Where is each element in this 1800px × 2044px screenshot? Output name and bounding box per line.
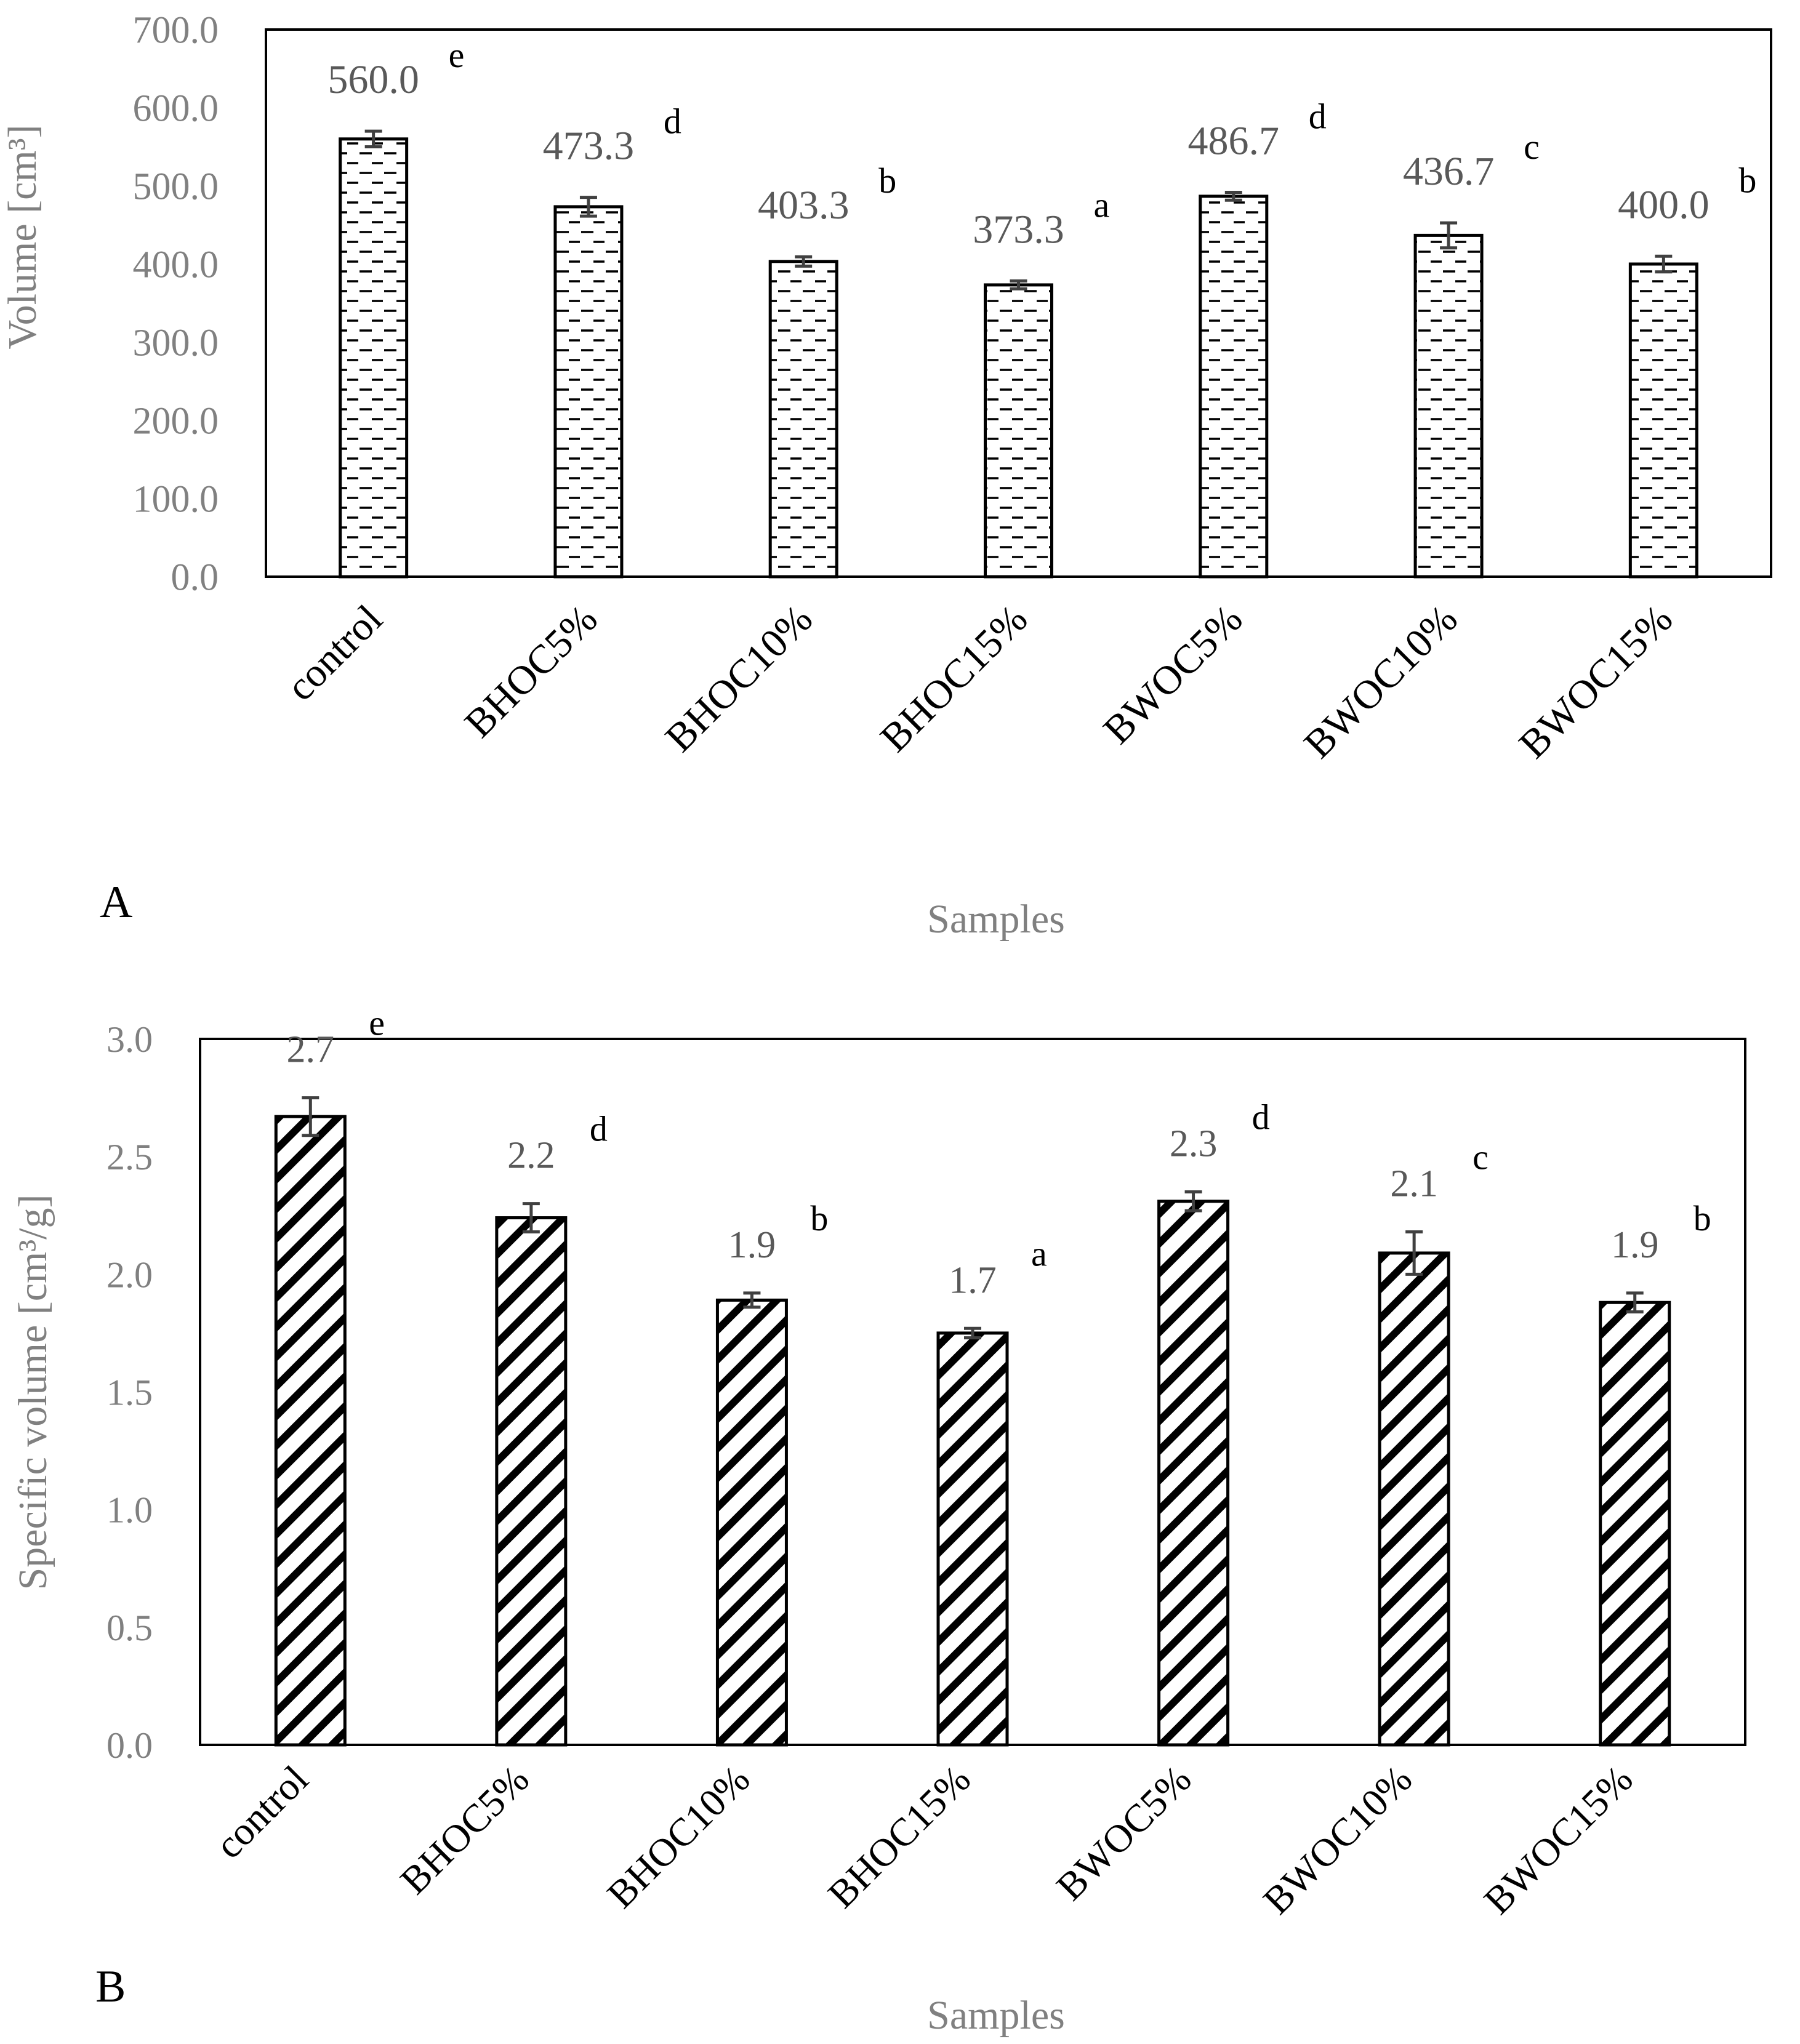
significance-letter: b bbox=[1738, 160, 1756, 200]
significance-letter: d bbox=[664, 102, 681, 142]
bar bbox=[768, 260, 838, 579]
x-category-label: BWOC15% bbox=[1476, 1757, 1641, 1923]
y-tick-label: 1.0 bbox=[106, 1490, 153, 1531]
specific-volume-chart: 0.0 0.5 1.0 1.5 2.0 2.5 3.0 Specific volume [cm… bbox=[10, 1003, 1746, 2038]
y-tick-label: 100.0 bbox=[133, 479, 219, 521]
bar bbox=[1157, 1200, 1230, 1747]
significance-letter: d bbox=[1252, 1097, 1270, 1137]
y-tick-label: 700.0 bbox=[133, 10, 219, 52]
significance-letter: a bbox=[1094, 185, 1110, 225]
x-category-label: BWOC5% bbox=[1095, 596, 1252, 753]
y-tick-label: 3.0 bbox=[106, 1019, 153, 1060]
data-label: 2.7 bbox=[287, 1029, 335, 1071]
significance-letter: b bbox=[878, 161, 896, 201]
x-axis-title: Samples bbox=[927, 897, 1065, 942]
y-tick-label: 500.0 bbox=[133, 166, 219, 208]
x-category-label: BWOC15% bbox=[1511, 596, 1681, 767]
y-tick-label: 0.5 bbox=[106, 1608, 153, 1648]
significance-letter: c bbox=[1473, 1137, 1489, 1177]
y-tick-label: 0.0 bbox=[106, 1725, 153, 1766]
x-category-label: control bbox=[207, 1757, 316, 1867]
x-category-label: BHOC5% bbox=[392, 1757, 537, 1902]
y-tick-label: 200.0 bbox=[133, 401, 219, 443]
bar bbox=[936, 1331, 1009, 1747]
bar bbox=[1378, 1251, 1450, 1747]
bar bbox=[984, 283, 1053, 579]
data-label: 486.7 bbox=[1188, 119, 1280, 164]
y-tick-label: 1.5 bbox=[106, 1373, 153, 1413]
bar bbox=[715, 1298, 788, 1747]
x-category-label: BHOC15% bbox=[872, 596, 1036, 761]
x-category-label: BHOC10% bbox=[598, 1757, 758, 1917]
y-tick-label: 400.0 bbox=[133, 244, 219, 286]
bar bbox=[1599, 1301, 1671, 1747]
x-category-label: BHOC5% bbox=[456, 596, 606, 746]
y-tick-label: 2.0 bbox=[106, 1254, 153, 1295]
data-label: 1.9 bbox=[728, 1224, 776, 1266]
bar bbox=[1413, 233, 1484, 579]
data-label: 560.0 bbox=[327, 57, 419, 102]
x-category-label: BWOC10% bbox=[1255, 1757, 1420, 1923]
significance-letter: e bbox=[449, 35, 465, 75]
significance-letter: e bbox=[369, 1003, 385, 1043]
data-label: 2.1 bbox=[1390, 1163, 1438, 1205]
significance-letter: b bbox=[810, 1198, 828, 1238]
significance-letter: d bbox=[1309, 97, 1327, 137]
data-label: 2.2 bbox=[507, 1135, 555, 1177]
y-tick-label: 600.0 bbox=[133, 88, 219, 130]
y-tick-label: 300.0 bbox=[133, 323, 219, 364]
y-tick-label: 2.5 bbox=[106, 1137, 153, 1177]
data-label: 2.3 bbox=[1170, 1123, 1218, 1165]
volume-chart: 0.0 100.0 200.0 300.0 400.0 500.0 600.0 700.0 Vo… bbox=[0, 10, 1772, 942]
bar bbox=[1628, 262, 1698, 579]
bar bbox=[274, 1115, 347, 1747]
x-axis-title: Samples bbox=[927, 1993, 1065, 2038]
x-category-label: control bbox=[278, 596, 391, 710]
x-category-label: BHOC10% bbox=[657, 596, 821, 761]
data-label: 400.0 bbox=[1618, 182, 1710, 227]
bar bbox=[553, 205, 624, 579]
significance-letter: d bbox=[590, 1109, 608, 1149]
x-category-label: BWOC10% bbox=[1296, 596, 1466, 767]
panel-label: B bbox=[95, 1962, 126, 2012]
data-label: 373.3 bbox=[973, 207, 1064, 252]
x-category-label: BWOC5% bbox=[1048, 1757, 1199, 1909]
data-label: 403.3 bbox=[758, 183, 850, 228]
significance-letter: a bbox=[1031, 1233, 1047, 1273]
significance-letter: b bbox=[1694, 1198, 1711, 1238]
data-label: 1.9 bbox=[1611, 1224, 1659, 1266]
bar bbox=[495, 1216, 568, 1747]
x-category-label: BHOC15% bbox=[819, 1757, 979, 1917]
panel-label: A bbox=[100, 877, 132, 928]
data-label: 436.7 bbox=[1403, 149, 1495, 194]
y-axis-title: Specific volume [cm³/g] bbox=[10, 1195, 55, 1590]
bar bbox=[1199, 194, 1269, 579]
data-label: 473.3 bbox=[543, 124, 635, 169]
data-label: 1.7 bbox=[949, 1259, 997, 1301]
y-axis-title: Volume [cm³] bbox=[0, 125, 45, 350]
y-tick-label: 0.0 bbox=[171, 557, 219, 599]
bar bbox=[339, 137, 409, 579]
significance-letter: c bbox=[1524, 127, 1540, 167]
